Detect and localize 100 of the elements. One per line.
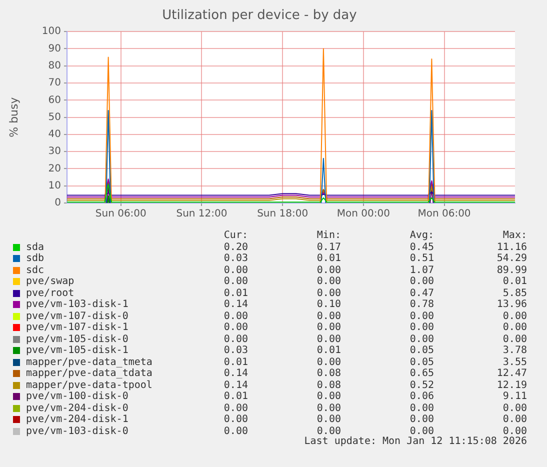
text: 9.11 xyxy=(502,391,527,402)
text: 0.47 xyxy=(408,288,434,299)
legend-label: pve/vm-100-disk-0 xyxy=(26,391,128,402)
text: 0.00 xyxy=(408,414,434,426)
text: 0.14 xyxy=(222,380,248,391)
text: 0.01 xyxy=(222,288,248,299)
text: 0.00 xyxy=(316,276,341,288)
legend-label: mapper/pve-data_tdata xyxy=(26,368,152,380)
text: 0.00 xyxy=(408,334,434,345)
text: 0.03 xyxy=(222,345,248,356)
text: 0.00 xyxy=(222,334,248,345)
text: 89.99 xyxy=(496,264,527,276)
text: 0.65 xyxy=(408,368,434,380)
text: 0.00 xyxy=(408,310,434,322)
text: 0.20 xyxy=(222,242,248,253)
legend-label: mapper/pve-data-tpool xyxy=(26,380,152,390)
y-tick-label: 100 xyxy=(42,26,61,38)
text: 0.06 xyxy=(408,391,434,402)
text: 0.00 xyxy=(316,356,341,368)
x-tick-label: Sun 06:00 xyxy=(95,208,146,220)
text: 0.00 xyxy=(502,322,527,334)
text: 0.08 xyxy=(316,368,341,380)
text: 0.01 xyxy=(222,391,248,402)
legend-label: pve/vm-107-disk-1 xyxy=(26,322,128,334)
text: 12.47 xyxy=(496,368,527,380)
text: 1.07 xyxy=(408,264,434,276)
text: Avg: xyxy=(408,230,434,242)
y-tick-label: 90 xyxy=(48,43,61,54)
text: 0.00 xyxy=(316,288,341,299)
y-tick-label: 0 xyxy=(54,198,61,209)
text: 0.00 xyxy=(316,391,341,402)
text: 3.55 xyxy=(502,356,527,368)
text: Cur: xyxy=(222,230,248,242)
y-tick-label: 60 xyxy=(48,94,61,106)
text: 0.00 xyxy=(408,276,434,288)
text: 0.00 xyxy=(316,322,341,334)
legend-label: mapper/pve-data_tmeta xyxy=(26,356,152,368)
text: 0.00 xyxy=(316,334,341,345)
text: 0.00 xyxy=(408,322,434,334)
y-tick-label: 40 xyxy=(48,129,61,140)
y-axis-title: % busy xyxy=(7,96,20,138)
text: 0.00 xyxy=(222,322,248,334)
y-tick-label: 50 xyxy=(48,112,61,123)
text: 12.19 xyxy=(496,380,527,391)
x-tick-label: Sun 18:00 xyxy=(257,208,308,220)
y-tick-label: 80 xyxy=(48,60,61,72)
x-tick-label: Mon 06:00 xyxy=(418,208,471,220)
text: 0.00 xyxy=(502,334,527,345)
legend-label: pve/swap xyxy=(26,276,74,288)
text: 0.17 xyxy=(316,242,341,253)
text: 0.00 xyxy=(316,414,341,426)
legend-label: pve/vm-103-disk-0 xyxy=(26,426,128,437)
y-tick-label: 10 xyxy=(48,180,61,192)
text: 0.00 xyxy=(502,426,527,436)
text: 0.01 xyxy=(222,356,248,368)
text: 0.00 xyxy=(222,426,248,437)
text: Min: xyxy=(316,230,341,242)
legend-label: pve/vm-103-disk-1 xyxy=(26,299,128,310)
text: 0.00 xyxy=(316,310,341,322)
text: 13.96 xyxy=(496,299,527,310)
text: 0.01 xyxy=(502,276,527,288)
text: 0.00 xyxy=(222,402,248,414)
x-tick-label: Mon 00:00 xyxy=(336,208,390,220)
text: 0.14 xyxy=(222,368,248,380)
legend-label: pve/vm-107-disk-0 xyxy=(26,310,128,322)
text: 0.00 xyxy=(222,264,248,276)
text: 0.00 xyxy=(316,264,341,276)
text: 0.00 xyxy=(316,426,341,436)
text: 0.00 xyxy=(502,310,527,322)
y-tick-label: 70 xyxy=(48,78,61,89)
text: 11.16 xyxy=(496,242,527,253)
text: 0.78 xyxy=(408,299,434,310)
text: 0.00 xyxy=(222,276,248,288)
y-tick-label: 30 xyxy=(48,146,61,158)
text: 0.00 xyxy=(222,414,248,426)
legend-label: sda xyxy=(26,242,44,253)
text: 0.51 xyxy=(408,253,434,264)
text: Last update: Mon Jan 12 11:15:08 2026 xyxy=(304,436,527,447)
y-tick-label: 20 xyxy=(48,163,61,174)
text: 0.10 xyxy=(316,299,341,310)
legend-label: pve/vm-105-disk-1 xyxy=(26,345,128,356)
text: 5.85 xyxy=(502,288,527,299)
legend-label: pve/root xyxy=(26,288,74,298)
text: 0.00 xyxy=(408,402,434,414)
text: 0.52 xyxy=(408,380,434,391)
text: 0.05 xyxy=(408,345,434,356)
text: 0.03 xyxy=(222,253,248,264)
text: 0.01 xyxy=(316,345,341,356)
text: 0.00 xyxy=(222,310,248,322)
legend-label: pve/vm-204-disk-1 xyxy=(26,414,128,426)
text: 3.78 xyxy=(502,345,527,356)
legend-label: sdb xyxy=(26,253,44,264)
legend-label: pve/vm-105-disk-0 xyxy=(26,334,128,344)
legend-label: sdc xyxy=(26,264,44,276)
text: 0.45 xyxy=(408,242,434,253)
text: 54.29 xyxy=(496,253,527,264)
text: 0.08 xyxy=(316,380,341,391)
chart-title: Utilization per device - by day xyxy=(162,8,358,24)
text: 0.01 xyxy=(316,253,341,264)
text: 0.00 xyxy=(502,402,527,414)
